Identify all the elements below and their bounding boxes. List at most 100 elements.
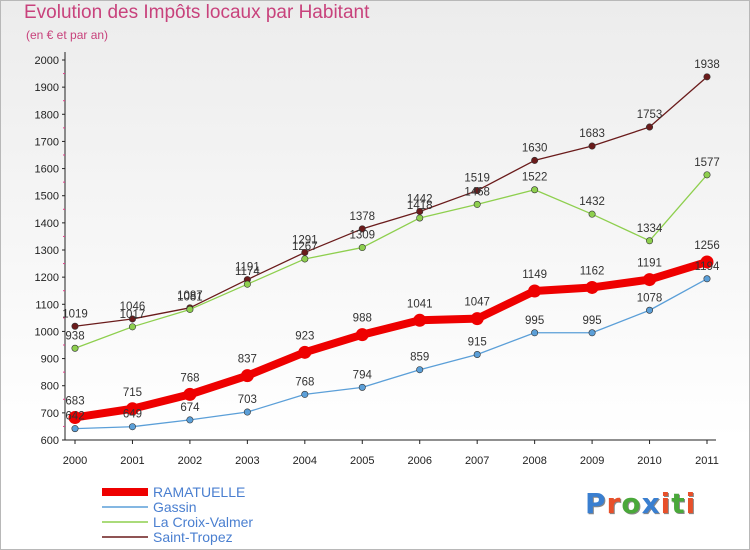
- data-point-saint-tropez: [646, 123, 654, 131]
- data-point-saint-tropez: [531, 156, 539, 164]
- data-point-la-croix-valmer: [358, 244, 366, 252]
- series-line-ramatuelle: [74, 258, 709, 422]
- y-tick-label: 1000: [35, 326, 59, 338]
- series-layer: [68, 73, 714, 433]
- data-label-la-croix-valmer: 1468: [464, 186, 490, 198]
- data-label-saint-tropez: 1046: [120, 301, 146, 313]
- x-tick-label: 2007: [465, 455, 489, 467]
- y-tick-label: 900: [41, 354, 59, 366]
- legend-label: Saint-Tropez: [153, 529, 233, 545]
- data-label-ramatuelle: 1047: [464, 297, 490, 309]
- y-tick-label: 800: [41, 381, 59, 393]
- x-tick-label: 2006: [407, 455, 431, 467]
- data-label-ramatuelle: 1041: [407, 298, 433, 310]
- data-point-ramatuelle: [700, 255, 714, 269]
- x-tick-label: 2005: [350, 455, 374, 467]
- x-tick-label: 2009: [580, 455, 604, 467]
- data-point-gassin: [416, 366, 424, 374]
- data-label-gassin: 995: [525, 315, 544, 327]
- data-point-gassin: [128, 423, 136, 431]
- data-point-ramatuelle: [355, 328, 369, 342]
- data-point-la-croix-valmer: [473, 200, 481, 208]
- data-label-gassin: 995: [582, 315, 601, 327]
- logo-letter: x: [641, 487, 661, 520]
- data-label-ramatuelle: 923: [295, 330, 314, 342]
- data-point-la-croix-valmer: [243, 280, 251, 288]
- logo-letter: t: [671, 487, 686, 520]
- data-label-la-croix-valmer: 1522: [522, 172, 548, 184]
- data-label-gassin: 1194: [695, 261, 720, 273]
- data-point-la-croix-valmer: [186, 305, 194, 313]
- data-point-gassin: [186, 416, 194, 424]
- data-label-ramatuelle: 715: [123, 387, 142, 399]
- data-label-saint-tropez: 1683: [579, 128, 605, 140]
- y-tick-label: 1400: [35, 218, 59, 230]
- data-label-la-croix-valmer: 1432: [579, 196, 605, 208]
- data-label-ramatuelle: 768: [180, 372, 199, 384]
- data-point-gassin: [358, 383, 366, 391]
- data-point-la-croix-valmer: [646, 237, 654, 245]
- data-point-la-croix-valmer: [416, 214, 424, 222]
- data-label-la-croix-valmer: 1418: [407, 200, 433, 212]
- data-point-ramatuelle: [528, 284, 542, 298]
- data-point-gassin: [703, 275, 711, 283]
- y-tick-label: 1500: [35, 191, 59, 203]
- legend-label: RAMATUELLE: [153, 484, 245, 500]
- logo-letter: i: [685, 487, 697, 520]
- data-label-saint-tropez: 1753: [637, 109, 663, 121]
- data-labels-layer: 1019 1046 1087 1191 1291 1378 1442 1519 1630 1683…: [62, 59, 720, 423]
- x-tick-label: 2000: [63, 455, 87, 467]
- logo-letter: o: [621, 487, 642, 520]
- series-line-saint-tropez: [74, 76, 708, 327]
- data-label-saint-tropez: 1291: [292, 234, 318, 246]
- data-label-gassin: 674: [180, 402, 200, 414]
- data-label-saint-tropez: 1519: [464, 173, 490, 185]
- data-label-la-croix-valmer: 1081: [177, 291, 203, 303]
- data-label-saint-tropez: 1378: [349, 211, 375, 223]
- data-point-la-croix-valmer: [588, 210, 596, 218]
- x-tick-label: 2004: [293, 455, 317, 467]
- data-label-saint-tropez: 1191: [235, 262, 260, 274]
- data-point-gassin: [243, 408, 251, 416]
- data-point-gassin: [301, 390, 309, 398]
- data-label-gassin: 1078: [637, 292, 663, 304]
- data-label-saint-tropez: 1630: [522, 142, 548, 154]
- x-tick-label: 2001: [120, 455, 144, 467]
- data-point-saint-tropez: [358, 225, 366, 233]
- y-tick-label: 600: [41, 435, 59, 447]
- data-point-ramatuelle: [298, 345, 312, 359]
- data-label-la-croix-valmer: 1017: [120, 309, 146, 321]
- data-label-saint-tropez: 1019: [62, 308, 88, 320]
- y-tick-label: 1900: [35, 82, 59, 94]
- data-label-gassin: 642: [65, 411, 84, 423]
- data-point-ramatuelle: [125, 402, 139, 416]
- x-tick-label: 2008: [522, 455, 546, 467]
- data-point-ramatuelle: [68, 410, 82, 424]
- series-line-gassin: [74, 278, 708, 430]
- y-tick-label: 700: [41, 408, 59, 420]
- data-label-ramatuelle: 988: [353, 313, 372, 325]
- data-point-saint-tropez: [71, 322, 79, 330]
- x-tick-label: 2003: [235, 455, 259, 467]
- data-label-ramatuelle: 1191: [637, 258, 662, 270]
- data-label-gassin: 915: [468, 337, 487, 349]
- data-point-gassin: [646, 306, 654, 314]
- data-point-la-croix-valmer: [531, 186, 539, 194]
- data-point-saint-tropez: [473, 187, 481, 195]
- data-label-la-croix-valmer: 1577: [694, 157, 720, 169]
- x-tick-label: 2002: [178, 455, 202, 467]
- data-label-ramatuelle: 837: [238, 354, 257, 366]
- y-tick-label: 1700: [35, 136, 59, 148]
- logo-letter: P: [585, 487, 607, 520]
- data-point-ramatuelle: [240, 369, 254, 383]
- data-label-gassin: 768: [295, 376, 314, 388]
- y-tick-label: 1600: [35, 164, 59, 176]
- data-point-gassin: [588, 329, 596, 337]
- y-tick-label: 1100: [35, 299, 59, 311]
- data-point-saint-tropez: [588, 142, 596, 150]
- data-point-la-croix-valmer: [301, 255, 309, 263]
- data-label-gassin: 794: [353, 369, 373, 381]
